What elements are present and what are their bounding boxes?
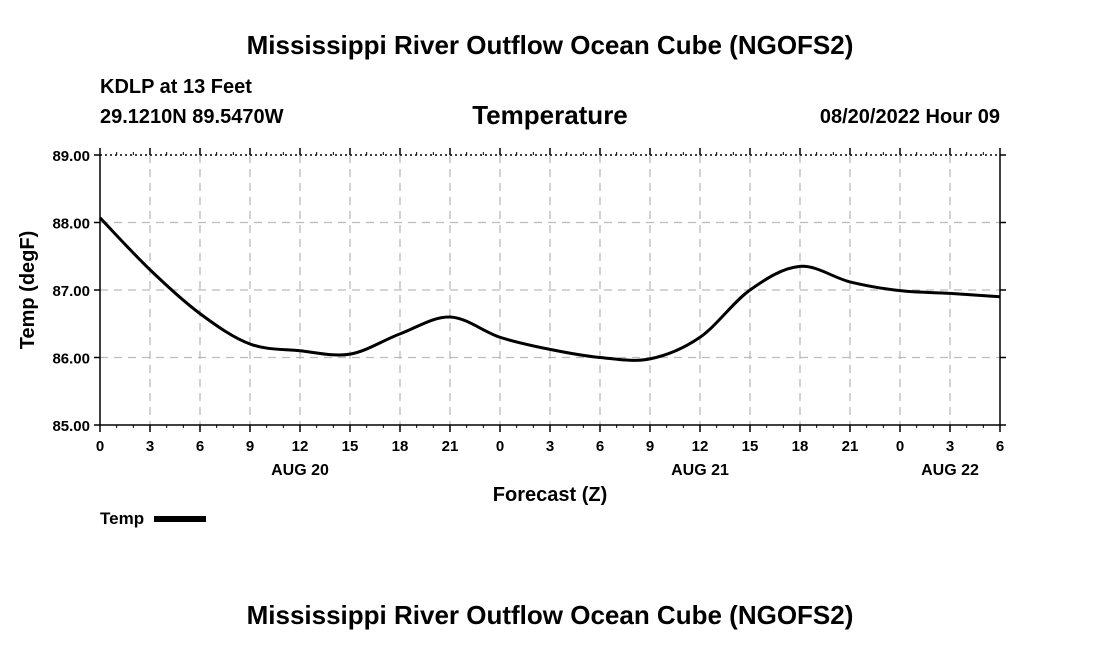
x-tick-label: 3 xyxy=(546,438,554,455)
issued-time-label: 08/20/2022 Hour 09 xyxy=(819,106,1000,128)
variable-title: Temperature xyxy=(472,100,628,130)
series-line-temp xyxy=(98,216,1001,362)
x-tick-label: 21 xyxy=(842,438,859,455)
x-tick-label: 0 xyxy=(496,438,504,455)
main-title: Mississippi River Outflow Ocean Cube (NG… xyxy=(246,30,854,60)
x-tick-label: 18 xyxy=(792,438,809,455)
x-tick-label: 3 xyxy=(146,438,154,455)
x-tick-label: 18 xyxy=(392,438,409,455)
legend-swatch xyxy=(154,516,207,522)
x-tick-label: 9 xyxy=(246,438,254,455)
x-tick-label: 0 xyxy=(96,438,104,455)
station-label: KDLP at 13 Feet xyxy=(100,76,252,98)
x-axis-title: Forecast (Z) xyxy=(493,484,607,506)
grid-lines xyxy=(100,155,1000,425)
y-tick-label: 89.00 xyxy=(52,148,90,165)
x-tick-label: 15 xyxy=(342,438,359,455)
y-tick-label: 85.00 xyxy=(52,418,90,435)
x-tick-label: 12 xyxy=(292,438,309,455)
coordinates-label: 29.1210N 89.5470W xyxy=(100,106,284,128)
x-tick-label: 15 xyxy=(742,438,759,455)
x-tick-label: 0 xyxy=(896,438,904,455)
footer-title: Mississippi River Outflow Ocean Cube (NG… xyxy=(246,600,854,630)
axes xyxy=(94,148,1006,432)
y-tick-label: 86.00 xyxy=(52,351,90,368)
x-tick-label: 6 xyxy=(196,438,204,455)
date-label: AUG 20 xyxy=(271,462,329,479)
date-label: AUG 22 xyxy=(921,462,979,479)
x-tick-label: 3 xyxy=(946,438,954,455)
x-tick-label: 6 xyxy=(596,438,604,455)
y-axis-title: Temp (degF) xyxy=(17,231,39,350)
legend: Temp xyxy=(100,509,207,529)
series-layer xyxy=(98,216,1001,362)
legend-label: Temp xyxy=(100,509,145,528)
tick-labels: 85.00 86.00 87.00 88.00 89.00 0 3 6 9 12 15 18 21 0 3 6… xyxy=(17,148,1004,506)
x-tick-label: 12 xyxy=(692,438,709,455)
date-label: AUG 21 xyxy=(671,462,729,479)
x-tick-label: 6 xyxy=(996,438,1004,455)
y-tick-label: 87.00 xyxy=(52,283,90,300)
x-tick-label: 21 xyxy=(442,438,459,455)
y-tick-label: 88.00 xyxy=(52,216,90,233)
x-tick-label: 9 xyxy=(646,438,654,455)
